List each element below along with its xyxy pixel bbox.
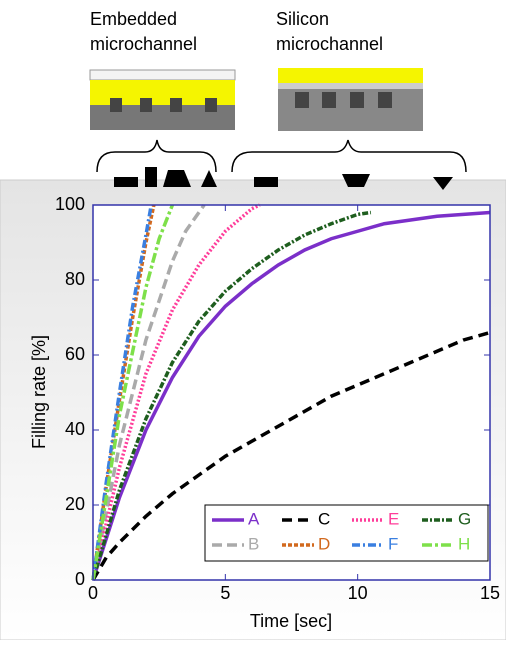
silicon-illustration — [278, 68, 423, 131]
page: {"chart_data": { "type": "line", "x_labe… — [0, 0, 506, 645]
embedded-illustration — [90, 70, 235, 130]
legend-label: F — [388, 534, 398, 553]
legend-label: A — [248, 509, 260, 528]
legend-label: G — [458, 509, 471, 528]
legend-label: B — [248, 534, 259, 553]
legend-label: D — [318, 534, 330, 553]
y-tick-label: 40 — [65, 419, 85, 439]
y-axis-label: Filling rate [%] — [29, 335, 49, 449]
y-tick-label: 0 — [75, 569, 85, 589]
legend-label: E — [388, 509, 399, 528]
legend-label: C — [318, 509, 330, 528]
annotation: Embedded — [90, 9, 177, 29]
annotation: microchannel — [276, 34, 383, 54]
y-tick-label: 80 — [65, 269, 85, 289]
chart: Embedded microchannel Silicon microchann… — [0, 0, 506, 640]
y-tick-label: 100 — [55, 194, 85, 214]
annotation: microchannel — [90, 34, 197, 54]
x-tick-label: 10 — [348, 583, 368, 603]
y-tick-label: 60 — [65, 344, 85, 364]
x-tick-label: 5 — [220, 583, 230, 603]
legend-label: H — [458, 534, 470, 553]
y-tick-label: 20 — [65, 494, 85, 514]
x-tick-label: 15 — [480, 583, 500, 603]
annotation: Silicon — [276, 9, 329, 29]
x-tick-label: 0 — [88, 583, 98, 603]
x-axis-label: Time [sec] — [250, 611, 332, 631]
